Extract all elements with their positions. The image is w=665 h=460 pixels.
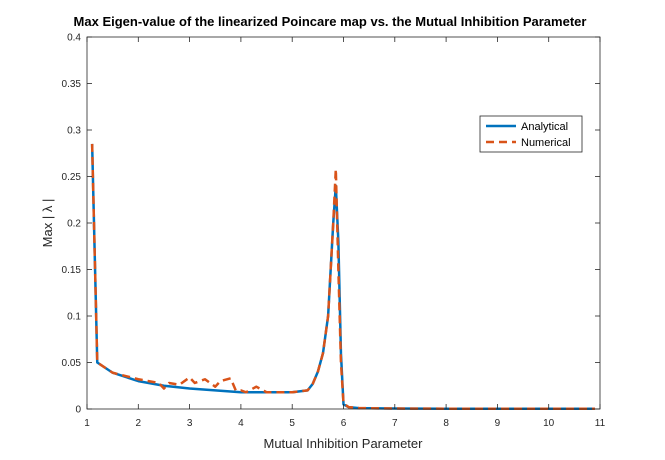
y-tick-label: 0	[75, 405, 81, 416]
y-tick-label: 0.25	[62, 172, 82, 183]
plot-area	[87, 37, 600, 409]
legend-box	[479, 115, 583, 153]
x-tick-label: 6	[341, 418, 347, 429]
x-axis-label: Mutual Inhibition Parameter	[264, 436, 424, 451]
y-tick-label: 0.2	[67, 219, 81, 230]
y-tick-label: 0.15	[62, 265, 82, 276]
legend-label-numerical: Numerical	[521, 137, 571, 149]
series-line-numerical	[90, 143, 595, 410]
x-tick-label: 9	[495, 418, 501, 429]
x-tick-label: 1	[84, 418, 90, 429]
x-tick-label: 3	[187, 418, 193, 429]
x-tick-label: 8	[443, 418, 449, 429]
x-tick-label: 7	[392, 418, 398, 429]
x-tick-label: 11	[595, 418, 606, 429]
y-tick-label: 0.35	[62, 79, 82, 90]
axes: 1 2 3 4 5 6 7 8 9 10 11 0 0.05 0.1 0.15 0.2 0.25 0.3 0.35 0…	[62, 33, 606, 430]
legend-label-analytical: Analytical	[521, 121, 568, 133]
x-tick-label: 5	[289, 418, 295, 429]
y-tick-label: 0.05	[62, 358, 82, 369]
plot-lines	[90, 143, 595, 410]
y-tick-label: 0.1	[67, 312, 81, 323]
chart-title: Max Eigen-value of the linearized Poinca…	[74, 14, 587, 29]
y-tick-label: 0.4	[67, 33, 81, 44]
legend: Analytical Numerical	[479, 115, 583, 153]
x-tick-label: 10	[543, 418, 555, 429]
y-axis-label: Max | λ |	[40, 199, 55, 248]
y-tick-label: 0.3	[67, 126, 81, 137]
x-tick-label: 2	[136, 418, 142, 429]
x-tick-label: 4	[238, 418, 244, 429]
